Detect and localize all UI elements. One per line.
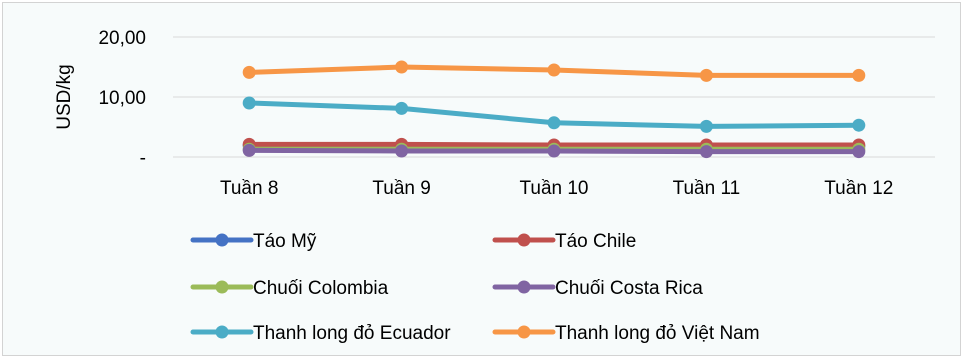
x-tick-label: Tuần 12 — [824, 178, 893, 199]
legend-label: Thanh long đỏ Ecuador — [253, 323, 451, 344]
legend-item: Thanh long đỏ Ecuador — [190, 323, 451, 344]
legend-swatch-marker — [517, 233, 531, 247]
data-point — [699, 119, 713, 133]
legend: Táo Mỹ Táo Chile Chuối Colombia Chuối Costa… — [190, 231, 760, 344]
y-tick-label: 10,00 — [98, 88, 146, 109]
data-point — [242, 143, 256, 157]
series-3 — [242, 143, 866, 159]
legend-label: Thanh long đỏ Việt Nam — [555, 323, 760, 344]
y-tick-label: 20,00 — [98, 28, 146, 49]
legend-swatch-marker — [517, 280, 531, 294]
legend-swatch-marker — [215, 233, 229, 247]
data-point — [395, 144, 409, 158]
x-tick-label: Tuần 11 — [673, 178, 741, 199]
data-point — [242, 96, 256, 110]
x-tick-label: Tuần 8 — [220, 178, 278, 199]
legend-swatch-marker — [215, 280, 229, 294]
data-point — [547, 144, 561, 158]
series-5 — [242, 60, 866, 82]
legend-label: Chuối Costa Rica — [555, 278, 703, 299]
legend-item: Thanh long đỏ Việt Nam — [492, 323, 760, 344]
data-point — [699, 68, 713, 82]
series-4 — [242, 96, 866, 133]
data-point — [699, 145, 713, 159]
x-tick-label: Tuần 9 — [372, 178, 430, 199]
data-point — [852, 68, 866, 82]
data-point — [395, 101, 409, 115]
legend-item: Táo Mỹ — [190, 231, 317, 252]
legend-item: Chuối Costa Rica — [492, 278, 703, 299]
data-point — [395, 60, 409, 74]
legend-label: Chuối Colombia — [253, 278, 389, 299]
data-point — [547, 63, 561, 77]
x-tick-label: Tuần 10 — [519, 178, 588, 199]
x-axis-ticks: Tuần 8 Tuần 9 Tuần 10 Tuần 11 Tuần 12 — [220, 178, 893, 199]
legend-swatch-marker — [215, 325, 229, 339]
legend-item: Táo Chile — [492, 231, 636, 252]
data-point — [852, 145, 866, 159]
data-point — [852, 118, 866, 132]
series-lines — [242, 60, 866, 159]
y-axis-ticks: - 10,00 20,00 — [98, 28, 146, 169]
chart-area — [2, 2, 961, 356]
data-point — [242, 65, 256, 79]
legend-label: Táo Chile — [555, 231, 636, 252]
y-tick-label: - — [140, 148, 146, 169]
legend-label: Táo Mỹ — [253, 231, 317, 252]
y-axis-title: USD/kg — [54, 64, 75, 129]
data-point — [547, 116, 561, 130]
legend-swatch-marker — [517, 325, 531, 339]
legend-item: Chuối Colombia — [190, 278, 389, 299]
